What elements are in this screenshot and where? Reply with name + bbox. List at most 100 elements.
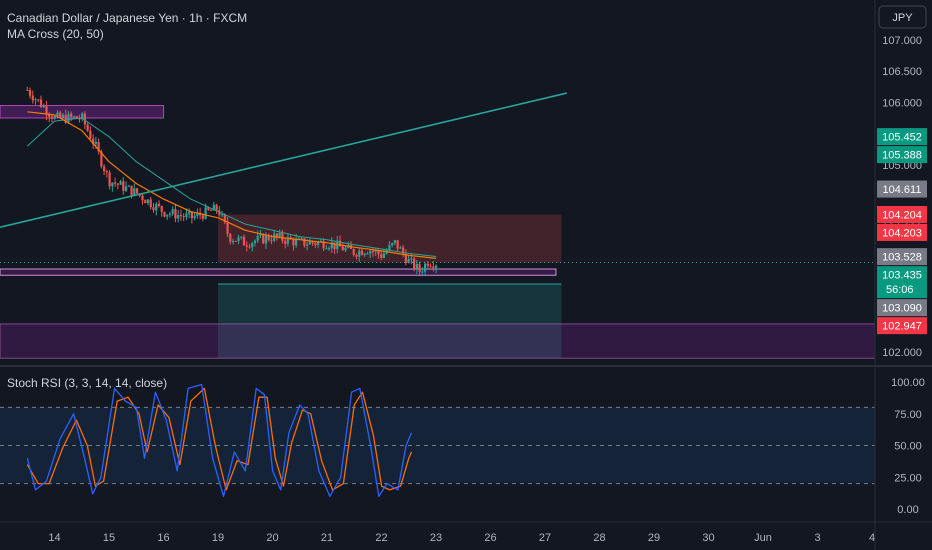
currency-button[interactable]: JPY <box>878 5 927 29</box>
candle-body <box>303 238 306 246</box>
candle-body <box>344 247 347 251</box>
candle-body <box>382 253 386 258</box>
time-tick-label: 28 <box>593 532 605 544</box>
candle-body <box>415 263 418 270</box>
candle-body <box>418 263 421 272</box>
candle-body <box>262 234 265 244</box>
price-tick-label: 106.500 <box>882 66 922 78</box>
candle-body <box>64 114 67 123</box>
candle-body <box>333 242 336 250</box>
price-tick-label: 107.000 <box>882 35 922 47</box>
candle-body <box>248 246 251 248</box>
zone-target[interactable] <box>218 283 562 359</box>
candle-body <box>380 254 383 258</box>
candle-body <box>240 236 243 238</box>
candle-body <box>330 242 333 249</box>
price-badge <box>877 299 927 317</box>
trendline[interactable] <box>0 92 568 228</box>
candle-body <box>26 89 29 91</box>
price-badge-label: 104.203 <box>882 227 922 239</box>
candle-body <box>226 222 229 234</box>
candle-body <box>355 254 358 257</box>
candle-body <box>39 99 43 108</box>
time-tick-label: 26 <box>484 532 496 544</box>
candle-body <box>207 207 210 210</box>
time-tick-label: 16 <box>157 532 169 544</box>
candle-body <box>113 182 117 184</box>
candle-body <box>133 188 136 196</box>
candle-body <box>103 166 106 172</box>
candle-body <box>429 266 432 268</box>
candle-body <box>171 209 174 214</box>
candle-body <box>105 171 108 173</box>
time-tick-label: 20 <box>266 532 278 544</box>
stoch-tick-label: 0.00 <box>897 504 918 516</box>
candle-body <box>163 211 166 217</box>
stoch-k-line[interactable] <box>26 383 413 497</box>
candle-body <box>92 138 95 144</box>
candle-body <box>119 181 122 185</box>
ma-20-line[interactable] <box>27 111 437 259</box>
time-tick-label: 3 <box>814 532 820 544</box>
candle-body <box>281 233 284 241</box>
candle-body <box>399 247 402 249</box>
candle-body <box>215 204 218 211</box>
time-tick-label: 19 <box>212 532 224 544</box>
zone-support[interactable] <box>0 323 876 359</box>
moving-averages-layer <box>26 111 437 259</box>
stoch-rsi-pane[interactable] <box>0 383 875 497</box>
time-axis-ticks[interactable]: 14 15 16 19 20 21 22 23 26 27 28 29 30 Jun 3 4 <box>48 532 875 544</box>
candle-body <box>45 106 48 115</box>
candle-body <box>34 99 37 101</box>
price-badge <box>877 317 927 335</box>
candle-body <box>341 246 344 251</box>
stoch-rsi-title[interactable]: Stoch RSI (3, 3, 14, 14, close) <box>7 376 167 390</box>
price-badge-label: 105.388 <box>882 150 922 162</box>
candle-body <box>201 215 204 219</box>
candle-body <box>322 240 325 249</box>
candle-body <box>231 240 235 242</box>
price-axis-labels: 105.452 105.388 104.611 104.204 104.203 103.5… <box>877 128 927 335</box>
price-badge-label: 105.452 <box>882 132 922 144</box>
candle-body <box>135 188 139 194</box>
stoch-tick-label: 25.00 <box>894 472 922 484</box>
stoch-d-line[interactable] <box>26 387 413 491</box>
candle-body <box>413 258 416 270</box>
time-tick-label: 21 <box>321 532 333 544</box>
candle-body <box>393 240 397 244</box>
candle-body <box>48 114 51 117</box>
price-badge-label: 104.611 <box>883 184 922 196</box>
trendline-layer[interactable] <box>0 92 568 228</box>
indicator-label[interactable]: MA Cross (20, 50) <box>7 27 104 41</box>
candle-body <box>193 215 196 219</box>
candle-body <box>37 99 40 101</box>
candle-body <box>292 239 295 246</box>
candle-body <box>352 248 355 255</box>
candle-body <box>188 211 191 214</box>
candle-body <box>116 183 119 185</box>
candle-body <box>97 141 100 152</box>
ma-50-line[interactable] <box>26 117 437 257</box>
candle-body <box>371 251 375 253</box>
price-badge <box>877 266 927 299</box>
candle-body <box>311 241 314 244</box>
candle-body <box>377 250 380 255</box>
candle-body <box>234 240 237 242</box>
zone-level_box[interactable] <box>0 268 557 276</box>
price-badge <box>877 180 927 198</box>
candle-body <box>306 244 309 246</box>
candle-body <box>144 200 147 204</box>
candle-body <box>363 253 366 256</box>
bar-countdown: 56:06 <box>886 284 914 296</box>
candle-body <box>152 207 155 211</box>
candle-body <box>177 214 180 219</box>
candle-body <box>423 263 427 272</box>
candle-body <box>53 116 56 119</box>
candle-body <box>86 124 89 131</box>
candle-body <box>358 250 361 257</box>
price-badge-label: 103.435 <box>882 270 922 282</box>
candle-body <box>196 212 199 216</box>
candle-body <box>72 116 76 118</box>
currency-label: JPY <box>892 12 913 24</box>
